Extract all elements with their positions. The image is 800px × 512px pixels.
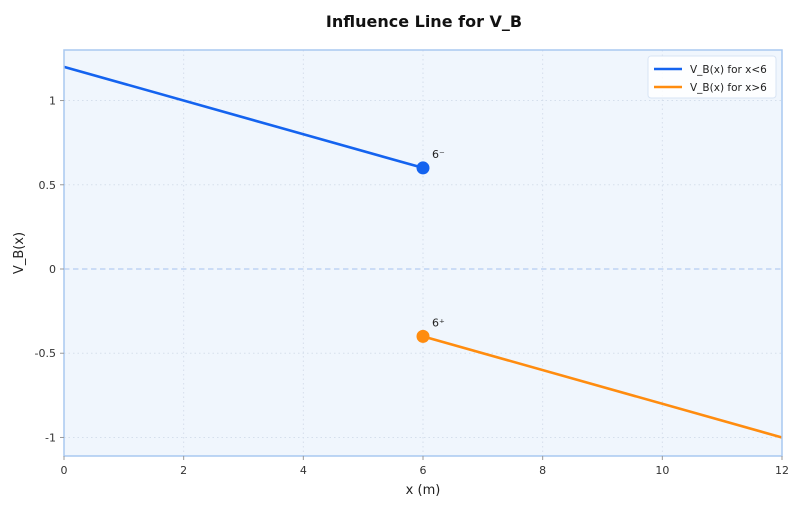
y-tick-label: 0 [49, 263, 56, 276]
y-tick-label: 0.5 [39, 179, 57, 192]
endpoint-annotation-2: 6⁺ [432, 316, 445, 329]
ticks: 0 2 4 6 8 10 12 -1 -0.5 0 0.5 1 [35, 95, 789, 477]
x-axis-label: x (m) [406, 483, 441, 498]
x-tick-label: 8 [539, 464, 546, 477]
endpoint-marker-2 [416, 329, 430, 343]
chart-title: Influence Line for V_B [326, 12, 522, 31]
legend-label-2: V_B(x) for x>6 [690, 82, 767, 94]
legend: V_B(x) for x<6 V_B(x) for x>6 [647, 55, 777, 99]
x-tick-label: 12 [775, 464, 789, 477]
y-tick-label: -1 [45, 431, 56, 444]
series-line-1 [63, 65, 424, 170]
x-tick-label: 10 [655, 464, 669, 477]
endpoint-annotation-1: 6⁻ [432, 148, 445, 161]
series-line-2 [422, 335, 783, 439]
y-tick-label: 1 [49, 95, 56, 108]
legend-label-1: V_B(x) for x<6 [690, 64, 767, 76]
x-tick-label: 4 [300, 464, 307, 477]
y-axis-label: V_B(x) [12, 232, 27, 274]
x-tick-label: 0 [61, 464, 68, 477]
x-tick-label: 6 [420, 464, 427, 477]
marks: 6⁻ 6⁺ [63, 65, 783, 439]
y-tick-label: -0.5 [35, 347, 56, 360]
endpoint-marker-1 [416, 161, 430, 175]
x-tick-label: 2 [180, 464, 187, 477]
